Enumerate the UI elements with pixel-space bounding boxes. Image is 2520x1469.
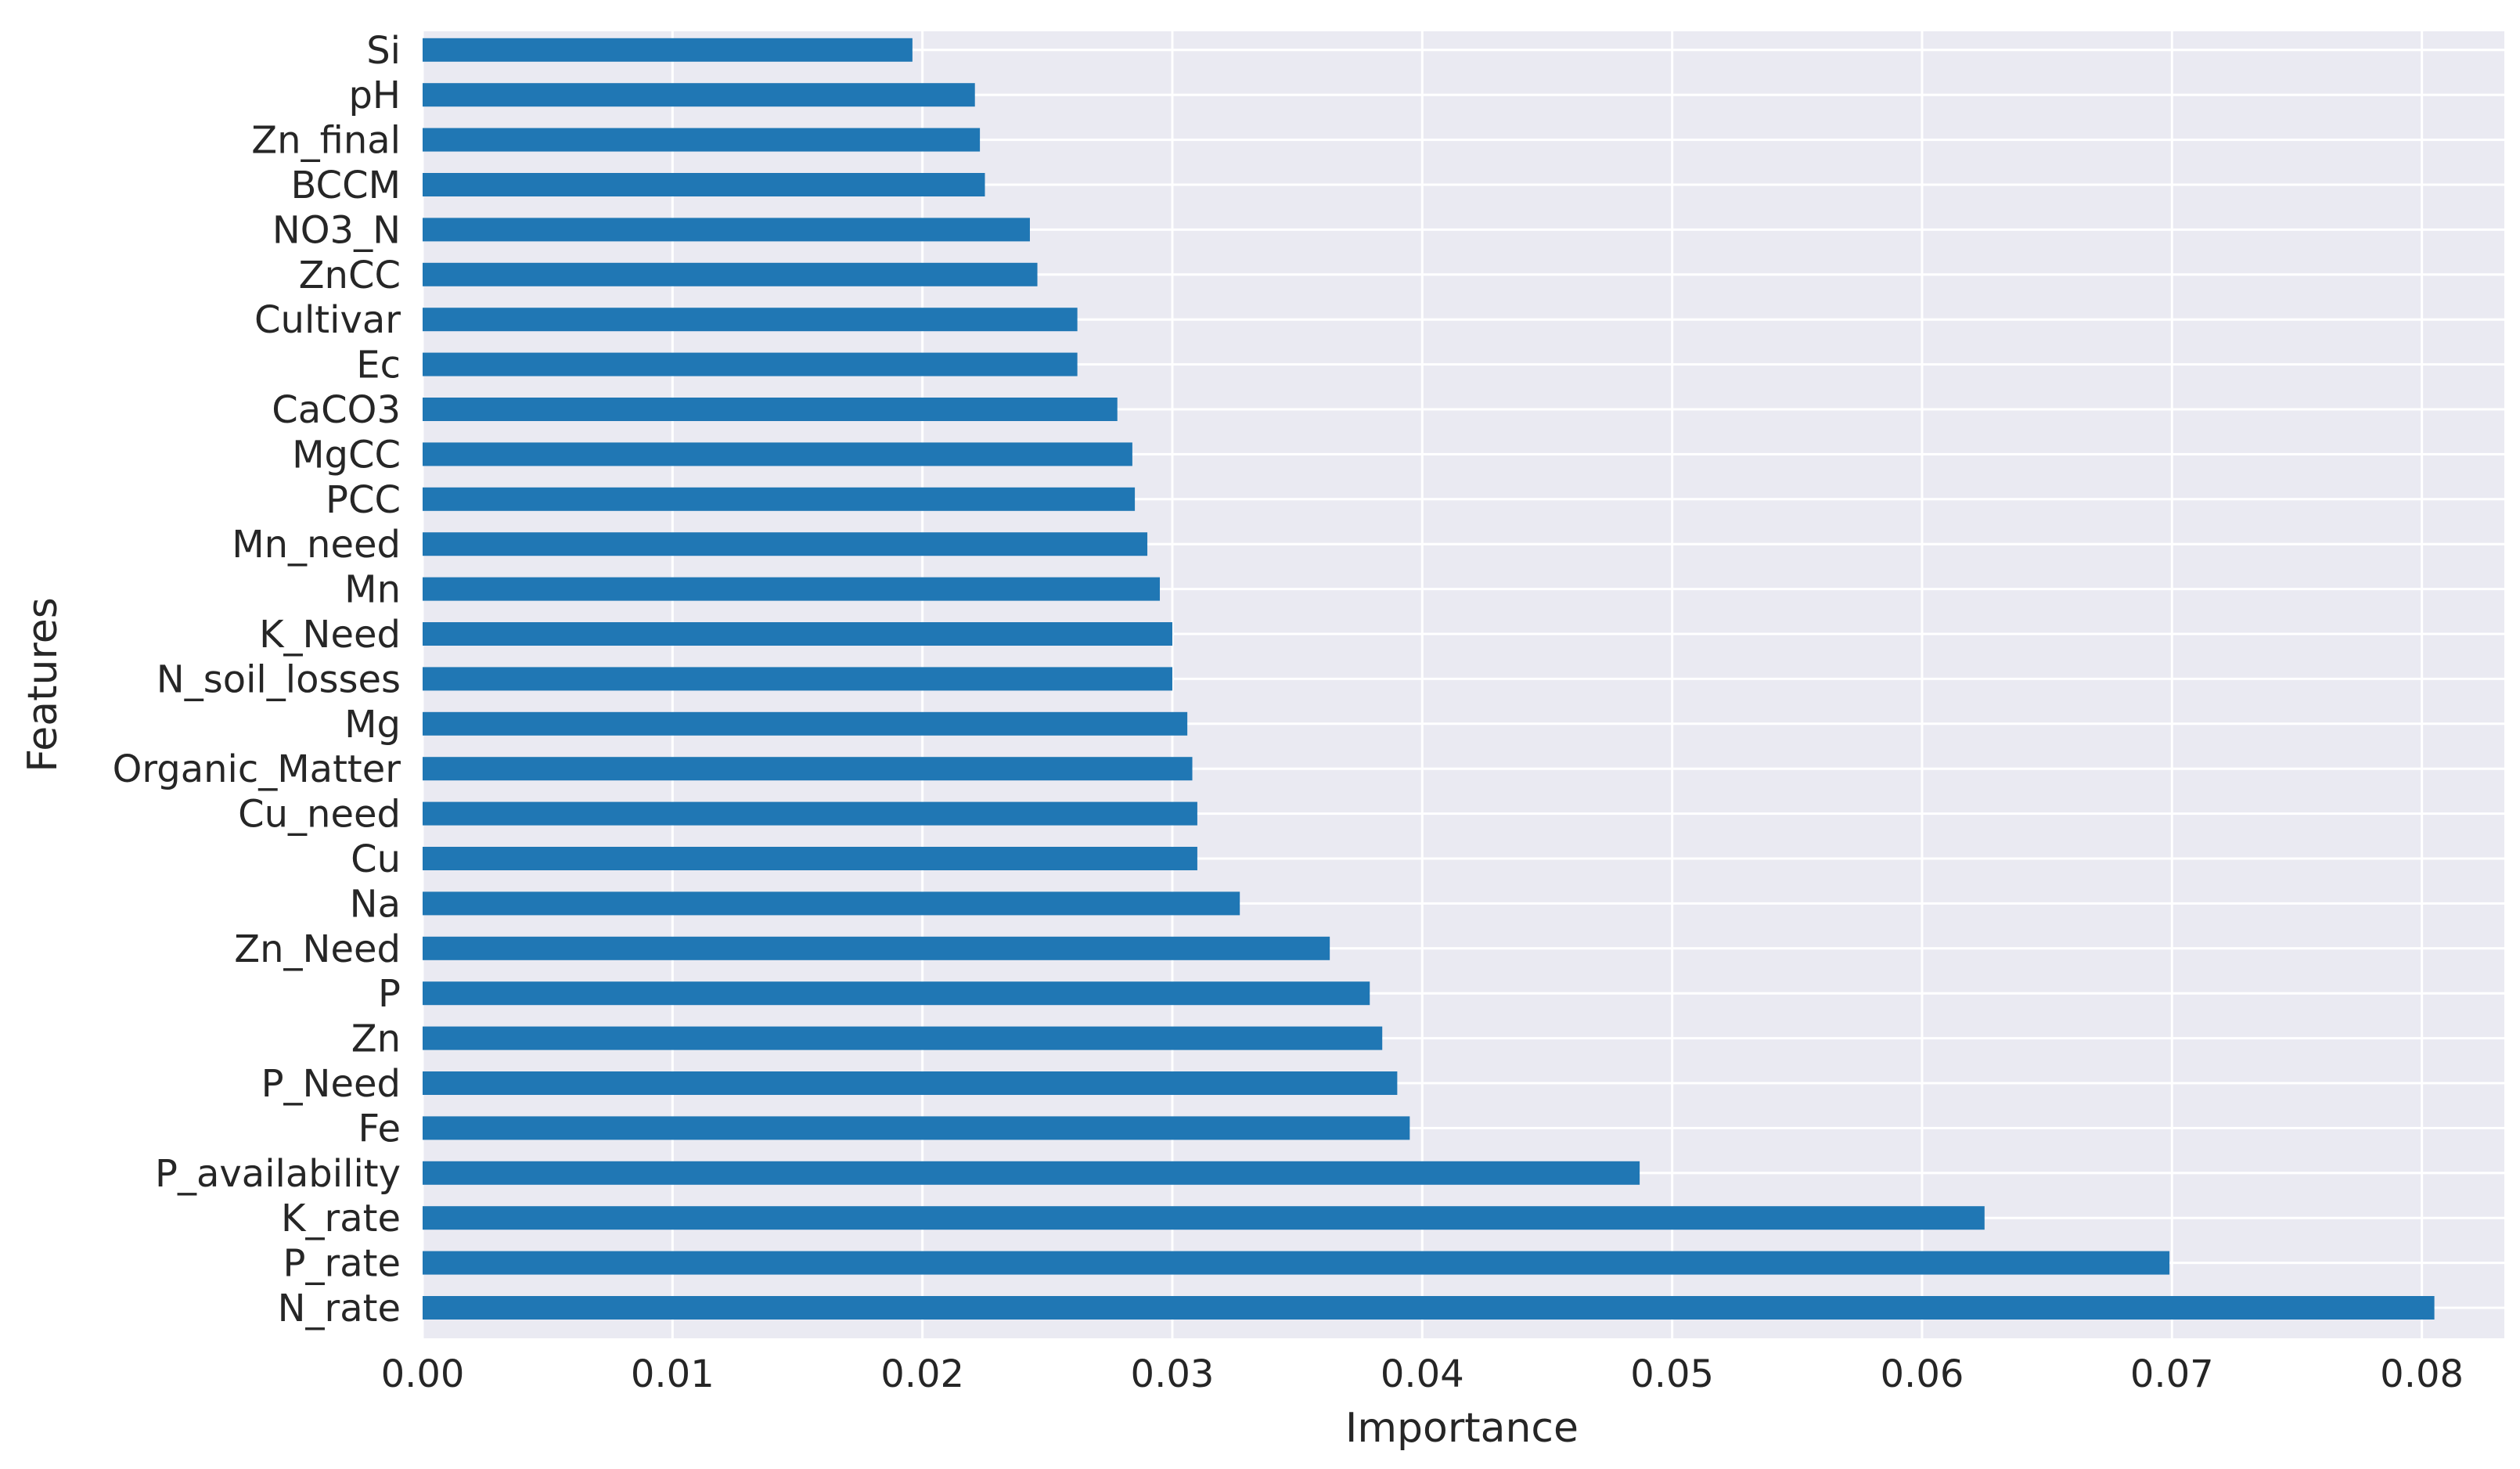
x-tick-label: 0.07 xyxy=(2130,1352,2214,1396)
y-tick-label: PCC xyxy=(326,478,401,522)
bar-k-rate xyxy=(423,1206,1985,1230)
x-tick-label: 0.02 xyxy=(880,1352,964,1396)
bar-fe xyxy=(423,1116,1410,1140)
y-tick-label: pH xyxy=(348,74,401,117)
bars xyxy=(423,38,2435,1320)
bar-na xyxy=(423,891,1240,916)
y-tick-label: ZnCC xyxy=(299,254,401,297)
y-tick-label: Zn xyxy=(351,1017,401,1061)
y-tick-label: Ec xyxy=(356,344,401,387)
y-tick-label: Zn_final xyxy=(251,119,401,163)
y-tick-label: Cu xyxy=(351,837,401,881)
y-tick-label: Fe xyxy=(358,1107,401,1150)
x-tick-label: 0.08 xyxy=(2380,1352,2464,1396)
bar-cultivar xyxy=(423,308,1078,332)
bar-caco3 xyxy=(423,398,1118,421)
bar-p xyxy=(423,981,1370,1006)
bar-mn-need xyxy=(423,532,1148,556)
y-tick-label: Si xyxy=(366,29,401,73)
bar-k-need xyxy=(423,622,1172,646)
x-tick-label: 0.06 xyxy=(1881,1352,1964,1396)
y-tick-labels: N_rateP_rateK_rateP_availabilityFeP_Need… xyxy=(113,29,401,1330)
y-tick-label: NO3_N xyxy=(272,208,401,252)
x-tick-labels: 0.00 0.01 0.02 0.03 0.04 0.05 0.06 0.07 0.08 xyxy=(381,1352,2464,1396)
bar-bccm xyxy=(423,173,985,196)
y-tick-label: BCCM xyxy=(290,164,401,207)
y-tick-label: P_availability xyxy=(155,1152,401,1196)
y-tick-label: P_Need xyxy=(261,1062,401,1106)
bar-organic-matter xyxy=(423,757,1193,781)
y-tick-label: K_Need xyxy=(259,613,401,657)
bar-n-rate xyxy=(423,1296,2435,1320)
bar-no3-n xyxy=(423,218,1030,242)
y-tick-label: Mn xyxy=(344,568,401,612)
bar-zn-need xyxy=(423,936,1330,960)
y-tick-label: Mn_need xyxy=(232,523,401,567)
y-tick-label: Na xyxy=(350,882,401,926)
y-tick-label: Organic_Matter xyxy=(113,747,401,791)
bar-cu-need xyxy=(423,801,1197,826)
bar-mn xyxy=(423,577,1161,601)
bar-mgcc xyxy=(423,442,1132,466)
y-tick-label: K_rate xyxy=(281,1197,401,1240)
y-tick-label: Mg xyxy=(344,703,401,747)
x-axis-label: Importance xyxy=(1345,1405,1579,1452)
x-tick-label: 0.05 xyxy=(1630,1352,1714,1396)
y-tick-label: N_rate xyxy=(278,1287,401,1330)
x-tick-label: 0.01 xyxy=(631,1352,715,1396)
bar-p-availability xyxy=(423,1161,1640,1185)
y-tick-label: MgCC xyxy=(292,433,401,477)
y-tick-label: P_rate xyxy=(283,1242,401,1286)
y-tick-label: Cu_need xyxy=(238,793,401,837)
x-tick-label: 0.04 xyxy=(1381,1352,1464,1396)
x-tick-label: 0.03 xyxy=(1131,1352,1215,1396)
y-tick-label: N_soil_losses xyxy=(157,657,401,701)
bar-n-soil-losses xyxy=(423,667,1172,691)
bar-zn xyxy=(423,1026,1383,1050)
bar-ph xyxy=(423,83,975,107)
bar-p-rate xyxy=(423,1251,2170,1275)
bar-si xyxy=(423,38,913,62)
y-axis-label: Features xyxy=(20,597,67,772)
bar-zn-final xyxy=(423,128,981,152)
bar-ec xyxy=(423,352,1078,376)
y-tick-label: Cultivar xyxy=(254,298,401,342)
y-tick-label: P xyxy=(378,972,401,1016)
bar-pcc xyxy=(423,487,1136,511)
y-tick-label: Zn_Need xyxy=(234,927,401,971)
bar-zncc xyxy=(423,262,1038,286)
y-tick-label: CaCO3 xyxy=(272,388,401,432)
bar-mg xyxy=(423,711,1188,736)
bar-p-need xyxy=(423,1071,1398,1095)
x-tick-label: 0.00 xyxy=(381,1352,465,1396)
bar-cu xyxy=(423,847,1197,870)
